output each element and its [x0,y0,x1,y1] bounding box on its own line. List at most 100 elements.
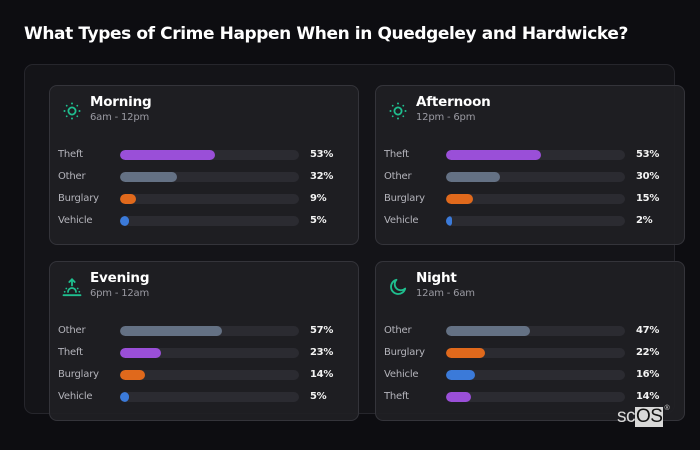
bar-track [446,150,625,160]
sun-icon [62,101,82,121]
crime-type-label: Theft [384,149,409,160]
bar-track [120,392,299,402]
bar-row-burglary: Burglary 22% [384,346,674,368]
card-header: Afternoon 12pm - 6pm [388,94,491,124]
bar-row-burglary: Burglary 15% [384,192,674,214]
bar-track [446,216,625,226]
percent-value: 57% [310,325,334,336]
bar-fill [120,194,137,204]
bar-fill [120,150,215,160]
period-time: 12pm - 6pm [416,112,476,123]
crime-type-label: Vehicle [384,369,419,380]
bar-track [120,172,299,182]
bar-track [120,348,299,358]
card-header: Evening 6pm - 12am [62,270,149,300]
bar-row-vehicle: Vehicle 16% [384,368,674,390]
crime-type-label: Theft [58,149,83,160]
bar-fill [446,194,473,204]
bar-track [120,150,299,160]
period-name: Afternoon [416,94,491,110]
bar-fill [120,172,178,182]
bar-track [446,348,625,358]
crime-type-label: Vehicle [58,215,93,226]
percent-value: 32% [310,171,334,182]
crime-type-label: Burglary [58,369,99,380]
period-card-night: Night 12am - 6am Other 47% Burglary 22% … [375,261,685,421]
bar-row-theft: Theft 14% [384,390,674,412]
percent-value: 9% [310,193,327,204]
percent-value: 5% [310,215,327,226]
percent-value: 2% [636,215,653,226]
period-time: 6am - 12pm [90,112,150,123]
period-name: Morning [90,94,152,110]
brand-registered: ® [664,405,670,412]
page-title: What Types of Crime Happen When in Quedg… [24,24,628,44]
bar-row-other: Other 57% [58,324,348,346]
bar-fill [446,370,475,380]
sun-icon [388,101,408,121]
percent-value: 14% [310,369,334,380]
bar-track [120,194,299,204]
crime-type-label: Burglary [384,347,425,358]
bar-fill [120,348,162,358]
bar-fill [120,370,146,380]
bar-row-other: Other 47% [384,324,674,346]
bar-fill [446,392,472,402]
percent-value: 16% [636,369,660,380]
crime-type-label: Burglary [58,193,99,204]
bar-track [446,370,625,380]
bar-row-theft: Theft 53% [58,148,348,170]
bar-fill [446,326,531,336]
percent-value: 22% [636,347,660,358]
brand-logo: sc OS ® [617,405,670,427]
bar-list: Other 47% Burglary 22% Vehicle 16% Theft… [384,324,674,412]
brand-sc: sc [617,406,636,427]
bar-row-vehicle: Vehicle 5% [58,390,348,412]
bar-track [120,326,299,336]
period-card-morning: Morning 6am - 12pm Theft 53% Other 32% B… [49,85,359,245]
period-card-afternoon: Afternoon 12pm - 6pm Theft 53% Other 30%… [375,85,685,245]
bar-track [120,370,299,380]
bar-row-other: Other 32% [58,170,348,192]
crime-type-label: Other [384,171,412,182]
moon-icon [388,277,408,297]
percent-value: 30% [636,171,660,182]
bar-row-vehicle: Vehicle 5% [58,214,348,236]
period-name: Night [416,270,457,286]
bar-fill [446,172,500,182]
percent-value: 14% [636,391,660,402]
card-header: Morning 6am - 12pm [62,94,152,124]
bar-row-burglary: Burglary 14% [58,368,348,390]
bar-row-burglary: Burglary 9% [58,192,348,214]
bar-fill [446,150,541,160]
crime-type-label: Other [58,325,86,336]
card-header: Night 12am - 6am [388,270,475,300]
sunrise-icon [62,277,82,297]
bar-track [446,392,625,402]
brand-os: OS [635,406,664,427]
percent-value: 47% [636,325,660,336]
bar-row-other: Other 30% [384,170,674,192]
period-time: 6pm - 12am [90,288,150,299]
bar-fill [120,216,129,226]
bar-track [120,216,299,226]
bar-fill [446,216,453,226]
period-card-evening: Evening 6pm - 12am Other 57% Theft 23% B… [49,261,359,421]
bar-fill [446,348,486,358]
bar-row-vehicle: Vehicle 2% [384,214,674,236]
crime-type-label: Theft [384,391,409,402]
percent-value: 23% [310,347,334,358]
crime-type-label: Vehicle [384,215,419,226]
bar-list: Theft 53% Other 32% Burglary 9% Vehicle … [58,148,348,236]
period-time: 12am - 6am [416,288,475,299]
bar-fill [120,326,223,336]
period-name: Evening [90,270,150,286]
crime-type-label: Other [58,171,86,182]
bar-list: Other 57% Theft 23% Burglary 14% Vehicle… [58,324,348,412]
percent-value: 53% [310,149,334,160]
percent-value: 5% [310,391,327,402]
crime-type-label: Theft [58,347,83,358]
bar-track [446,326,625,336]
percent-value: 15% [636,193,660,204]
